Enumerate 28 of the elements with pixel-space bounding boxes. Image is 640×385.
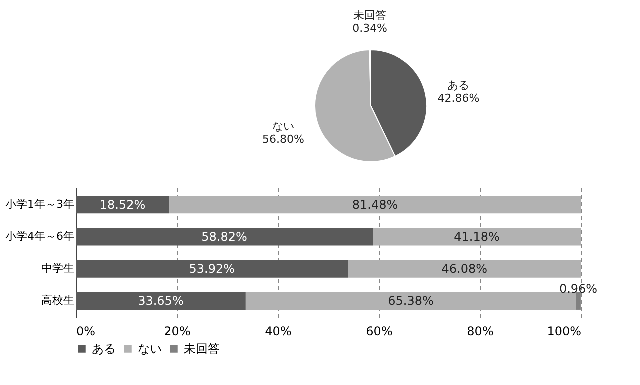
slice-label: ない: [272, 120, 294, 133]
data-label: 42.86%: [438, 92, 480, 105]
data-label: 46.08%: [442, 262, 488, 276]
legend-label: ある: [92, 342, 116, 356]
data-label: 41.18%: [454, 230, 500, 244]
data-label: 0.96%: [559, 282, 598, 296]
data-label: 33.65%: [138, 294, 184, 308]
y-tick-label: 中学生: [42, 262, 74, 276]
x-tick-label: 0%: [76, 324, 96, 338]
x-tick-label: 60%: [366, 324, 393, 338]
x-tick-label: 80%: [467, 324, 494, 338]
data-label: 56.80%: [262, 132, 304, 146]
slice-label: 未回答: [354, 9, 387, 22]
x-tick-label: 100%: [547, 324, 582, 338]
data-label: 0.34%: [352, 22, 388, 36]
legend-label: ない: [138, 342, 162, 356]
slice-label: ある: [448, 78, 470, 92]
x-tick-label: 20%: [164, 324, 191, 338]
data-label: 81.48%: [352, 198, 398, 212]
data-label: 58.82%: [202, 230, 248, 244]
x-tick-label: 40%: [265, 324, 292, 338]
data-label: 53.92%: [189, 262, 236, 276]
legend-label: 未回答: [184, 342, 220, 356]
y-tick-label: 高校生: [42, 294, 74, 308]
y-tick-label: 小学1年～3年: [6, 198, 74, 211]
data-label: 65.38%: [388, 294, 434, 308]
y-tick-label: 小学4年～6年: [6, 230, 74, 243]
data-label: 18.52%: [100, 198, 146, 212]
